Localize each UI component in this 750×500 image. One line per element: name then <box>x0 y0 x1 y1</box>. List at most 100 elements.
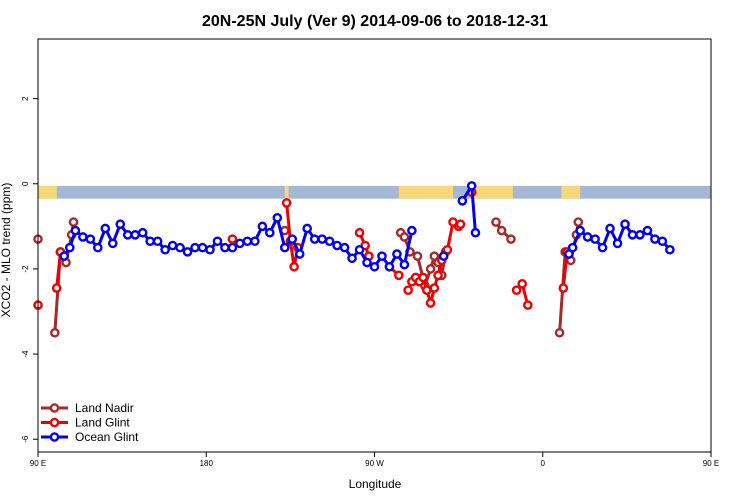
data-point-ocean-glint <box>650 234 660 244</box>
x-tick-label: 90 W <box>365 459 384 468</box>
data-point-land-nadir <box>68 217 79 227</box>
data-point-land-glint <box>517 279 527 289</box>
data-point-ocean-glint <box>575 225 585 236</box>
data-point-ocean-glint <box>582 232 593 242</box>
data-point-ocean-glint <box>407 225 417 236</box>
data-point-ocean-glint <box>627 230 638 240</box>
map-strip-ocean <box>38 185 711 199</box>
y-tick-label: 2 <box>21 96 30 101</box>
data-point-ocean-glint <box>590 234 600 244</box>
data-point-ocean-glint <box>665 244 675 255</box>
data-point-ocean-glint <box>466 181 477 191</box>
data-point-land-glint <box>522 300 533 310</box>
data-point-ocean-glint <box>302 223 313 234</box>
legend-swatch-marker <box>49 432 60 442</box>
data-point-ocean-glint <box>59 251 69 261</box>
data-point-ocean-glint <box>64 242 75 253</box>
data-point-ocean-glint <box>605 223 615 234</box>
data-point-ocean-glint <box>78 232 88 242</box>
x-tick-label: 90 E <box>703 459 719 468</box>
data-point-ocean-glint <box>197 242 208 253</box>
y-tick-label: -6 <box>21 435 30 443</box>
data-point-ocean-glint <box>265 227 275 238</box>
data-point-ocean-glint <box>122 230 133 240</box>
data-point-ocean-glint <box>392 249 402 259</box>
data-point-ocean-glint <box>235 238 245 249</box>
data-point-ocean-glint <box>190 242 200 253</box>
x-tick-label: 90 E <box>30 459 46 468</box>
data-point-ocean-glint <box>100 223 111 234</box>
data-point-ocean-glint <box>317 234 327 244</box>
data-point-ocean-glint <box>272 213 283 223</box>
data-point-ocean-glint <box>279 242 290 253</box>
data-point-land-glint <box>354 227 365 238</box>
chart-title: 20N-25N July (Ver 9) 2014-09-06 to 2018-… <box>202 13 548 30</box>
y-axis-label: XCO2 - MLO trend (ppm) <box>0 183 13 318</box>
data-point-ocean-glint <box>160 244 170 255</box>
data-point-ocean-glint <box>567 242 578 253</box>
data-point-land-glint <box>422 285 432 296</box>
data-point-land-nadir <box>573 217 584 227</box>
data-point-ocean-glint <box>309 234 320 244</box>
legend-swatch-marker <box>49 417 60 428</box>
axis-ticks: 90 E 180 90 W 0 90 E 2 0 -2 -4 -6 <box>21 96 719 468</box>
data-point-ocean-glint <box>93 242 103 253</box>
data-point-land-nadir <box>425 264 436 274</box>
data-point-land-glint <box>429 283 440 293</box>
map-land-patch <box>471 185 513 199</box>
data-point-land-glint <box>403 285 413 296</box>
data-point-land-nadir <box>399 232 410 242</box>
legend-item-land-glint: Land Glint <box>41 416 130 430</box>
data-point-ocean-glint <box>205 244 215 255</box>
data-point-ocean-glint <box>294 249 305 259</box>
data-point-ocean-glint <box>324 236 335 247</box>
data-point-land-glint <box>51 283 62 293</box>
data-point-ocean-glint <box>597 242 608 253</box>
data-point-ocean-glint <box>384 261 395 272</box>
data-point-ocean-glint <box>212 236 223 247</box>
map-land-patch <box>561 185 581 199</box>
data-point-ocean-glint <box>227 242 238 253</box>
legend-item-land-nadir: Land Nadir <box>41 401 134 415</box>
data-point-ocean-glint <box>175 242 185 253</box>
legend-item-ocean-glint: Ocean Glint <box>41 430 139 444</box>
data-point-ocean-glint <box>70 225 81 236</box>
data-point-land-glint <box>455 219 466 230</box>
y-tick-label: -4 <box>21 350 30 358</box>
y-tick-label: -2 <box>21 265 30 273</box>
legend-label: Land Glint <box>75 416 130 430</box>
data-point-ocean-glint <box>438 251 449 261</box>
data-point-ocean-glint <box>369 261 380 272</box>
map-strip <box>38 185 711 199</box>
data-point-ocean-glint <box>145 236 155 247</box>
series-line-land-glint <box>285 202 300 268</box>
map-land-patch <box>398 185 454 199</box>
data-point-ocean-glint <box>377 251 387 261</box>
data-point-ocean-glint <box>85 234 96 244</box>
data-point-ocean-glint <box>470 227 481 238</box>
data-point-ocean-glint <box>152 236 163 247</box>
series-ocean-glint <box>59 181 675 272</box>
data-point-ocean-glint <box>257 221 268 232</box>
data-point-land-nadir <box>412 251 423 261</box>
data-point-ocean-glint <box>287 234 298 244</box>
data-point-land-glint <box>394 270 404 281</box>
data-point-ocean-glint <box>220 242 230 253</box>
data-point-land-nadir <box>496 225 507 236</box>
data-point-ocean-glint <box>347 253 357 264</box>
data-point-ocean-glint <box>620 219 630 230</box>
legend-label: Land Nadir <box>75 401 134 415</box>
data-point-ocean-glint <box>657 236 668 247</box>
data-point-ocean-glint <box>182 247 193 257</box>
data-point-land-glint <box>433 270 443 281</box>
data-point-land-nadir <box>50 327 60 338</box>
data-point-ocean-glint <box>642 225 653 236</box>
data-point-ocean-glint <box>399 259 410 270</box>
legend-swatch-marker <box>49 403 60 413</box>
data-point-ocean-glint <box>339 242 350 253</box>
data-point-ocean-glint <box>612 238 623 249</box>
data-point-ocean-glint <box>242 236 253 247</box>
data-point-ocean-glint <box>635 230 645 240</box>
plot-frame <box>37 38 712 453</box>
